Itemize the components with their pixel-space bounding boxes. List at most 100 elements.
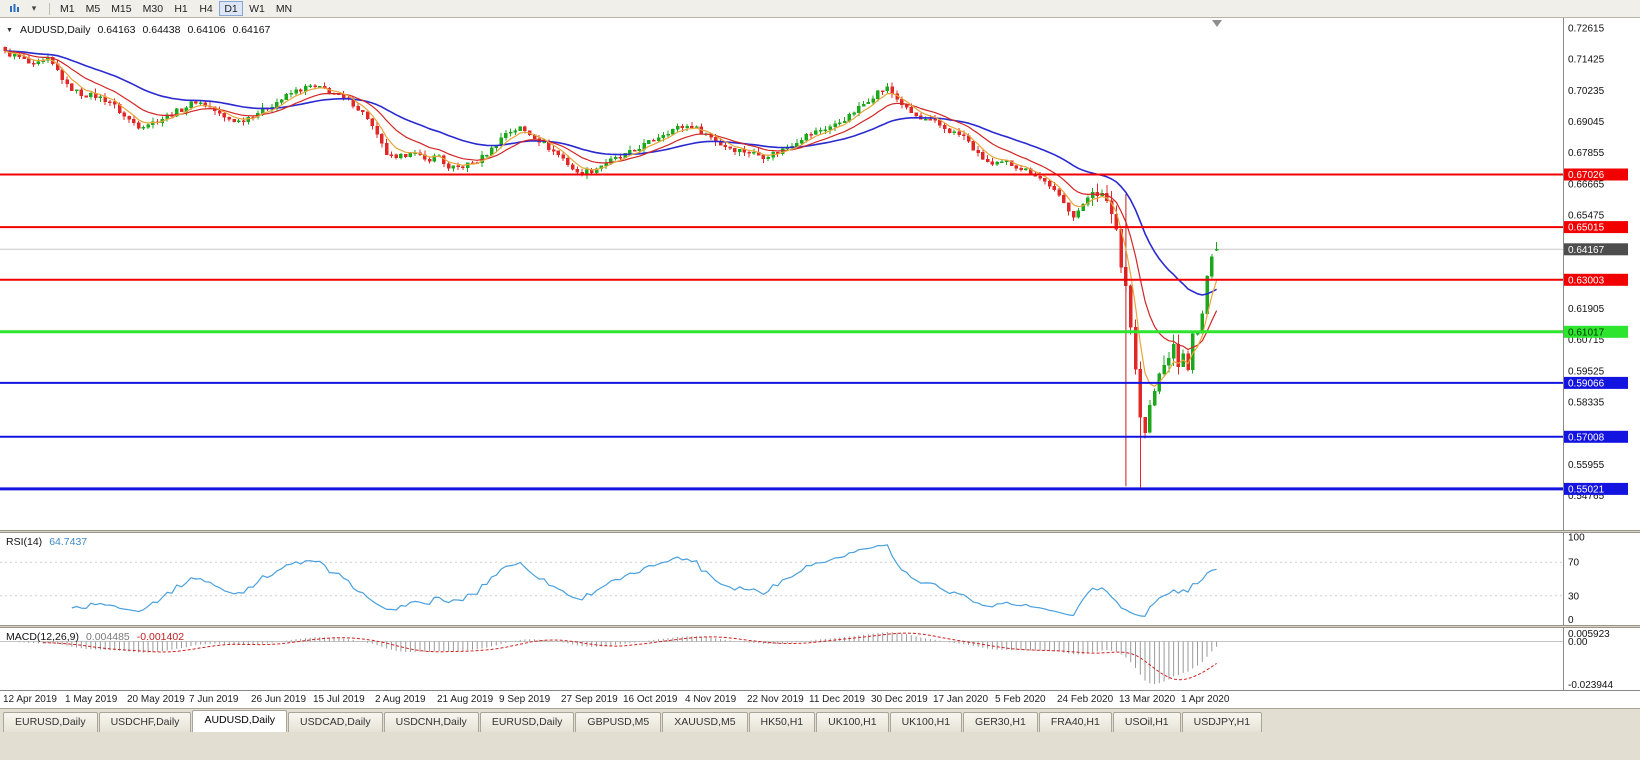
- chart-tab-eurusd-daily[interactable]: EURUSD,Daily: [479, 712, 575, 732]
- timeframe-button-m30[interactable]: M30: [142, 3, 164, 15]
- candle-body: [914, 112, 918, 116]
- chart-tab-xauusd-m5[interactable]: XAUUSD,M5: [662, 712, 748, 732]
- moving-average-line-34: [4, 50, 1217, 296]
- candle-body: [399, 154, 403, 159]
- candle-body: [661, 135, 666, 139]
- candle-body: [146, 124, 150, 128]
- candle-body: [561, 154, 565, 159]
- candle-body: [446, 163, 451, 169]
- candle-body: [823, 129, 828, 131]
- candle-body: [866, 101, 871, 105]
- chart-tab-usdcad-daily[interactable]: USDCAD,Daily: [288, 712, 383, 732]
- timeframe-button-mn[interactable]: MN: [275, 3, 293, 15]
- candle-body: [942, 124, 947, 130]
- date-axis-label: 7 Jun 2019: [189, 694, 239, 705]
- candle-body: [217, 110, 222, 114]
- candle-body: [132, 118, 136, 123]
- chart-tab-usdjpy-h1[interactable]: USDJPY,H1: [1181, 712, 1263, 732]
- candle-body: [804, 133, 809, 141]
- candle-body: [861, 103, 866, 107]
- timeframe-button-m5[interactable]: M5: [85, 3, 101, 15]
- date-axis-label: 1 May 2019: [65, 694, 118, 705]
- rsi-line: [71, 544, 1217, 617]
- date-axis-label: 15 Jul 2019: [313, 694, 365, 705]
- ohlc-close: 0.64167: [232, 24, 271, 36]
- price-tick-label: 0.69045: [1568, 117, 1605, 128]
- candle-body: [303, 86, 308, 92]
- chart-icon[interactable]: [4, 1, 24, 16]
- rsi-value: 64.7437: [49, 536, 88, 548]
- timeframe-button-m15[interactable]: M15: [111, 3, 132, 15]
- chart-tab-uk100-h1[interactable]: UK100,H1: [889, 712, 963, 732]
- candle-body: [1066, 202, 1071, 212]
- candle-body: [408, 153, 413, 157]
- candle-body: [1019, 168, 1023, 170]
- candle-body: [232, 119, 236, 123]
- chart-tab-audusd-daily[interactable]: AUDUSD,Daily: [192, 710, 288, 732]
- date-axis-label: 22 Nov 2019: [747, 694, 804, 705]
- candle-body: [1171, 343, 1176, 359]
- price-level-badge: [1564, 273, 1628, 286]
- timeframe-button-w1[interactable]: W1: [249, 3, 265, 15]
- chart-ohlc-header: ▼ AUDUSD,Daily 0.64163 0.64438 0.64106 0…: [6, 24, 270, 36]
- date-axis[interactable]: 12 Apr 2019 1 May 2019 20 May 2019 7 Jun 20…: [0, 690, 1640, 708]
- chart-tab-usdchf-daily[interactable]: USDCHF,Daily: [98, 712, 192, 732]
- price-tick-label: 0.66665: [1568, 179, 1605, 190]
- candle-body: [880, 90, 885, 93]
- dropdown-caret-icon[interactable]: ▾: [24, 1, 44, 16]
- main-chart-area[interactable]: 0.72615 0.71425 0.70235 0.69045 0.67855 0.666…: [0, 18, 1640, 530]
- candle-body: [65, 79, 69, 85]
- candle-body: [1052, 186, 1057, 190]
- chart-tab-gbpusd-m5[interactable]: GBPUSD,M5: [575, 712, 662, 732]
- candle-body: [566, 157, 570, 165]
- price-tick-label: 0.59525: [1568, 366, 1605, 377]
- candle-body: [609, 158, 613, 164]
- panel-splitter[interactable]: [0, 625, 1640, 628]
- chart-tab-eurusd-daily[interactable]: EURUSD,Daily: [3, 712, 98, 732]
- candle-body: [284, 94, 289, 100]
- candle-body: [127, 115, 131, 120]
- date-axis-label: 11 Dec 2019: [809, 694, 865, 705]
- candle-body: [680, 125, 685, 129]
- main-chart-canvas[interactable]: 0.72615 0.71425 0.70235 0.69045 0.67855 0.666…: [0, 18, 1640, 530]
- candle-body: [313, 85, 317, 88]
- price-axis-drag-area[interactable]: [1563, 18, 1640, 530]
- candle-body: [1014, 165, 1018, 169]
- rsi-axis-label: 0: [1568, 615, 1574, 625]
- timeframe-button-h4[interactable]: H4: [199, 3, 213, 15]
- chart-tab-fra40-h1[interactable]: FRA40,H1: [1038, 712, 1112, 732]
- chart-tab-usoil-h1[interactable]: USOil,H1: [1112, 712, 1181, 732]
- macd-name: MACD(12,26,9): [6, 631, 79, 643]
- timeframe-button-d1[interactable]: D1: [219, 1, 244, 16]
- candle-body: [818, 130, 823, 132]
- symbol-marker-icon: ▼: [6, 26, 13, 34]
- candle-body: [74, 89, 79, 91]
- macd-axis-label: 0.00: [1568, 637, 1588, 648]
- price-tick-label: 0.67855: [1568, 148, 1605, 159]
- macd-panel[interactable]: 0.005923 0.00 -0.023944 MACD(12,26,9) 0.00…: [0, 628, 1640, 690]
- candle-body: [747, 152, 751, 154]
- chart-tab-ger30-h1[interactable]: GER30,H1: [963, 712, 1038, 732]
- candle-body: [962, 134, 966, 137]
- chart-tab-usdcnh-daily[interactable]: USDCNH,Daily: [383, 712, 479, 732]
- price-level-badge: [1564, 221, 1628, 234]
- price-level-badge-label: 0.59066: [1568, 378, 1605, 389]
- status-strip: [0, 732, 1640, 760]
- chart-tab-uk100-h1[interactable]: UK100,H1: [816, 712, 889, 732]
- rsi-panel[interactable]: 100 70 30 0 RSI(14) 64.7437: [0, 533, 1640, 625]
- price-tick-label: 0.55955: [1568, 460, 1605, 471]
- date-axis-label: 13 Mar 2020: [1119, 694, 1176, 705]
- timeframe-button-h1[interactable]: H1: [174, 3, 188, 15]
- panel-splitter[interactable]: [0, 530, 1640, 533]
- candle-body: [651, 140, 656, 142]
- candle-body: [1076, 210, 1081, 218]
- price-tick-label: 0.60715: [1568, 335, 1605, 346]
- timeframe-button-m1[interactable]: M1: [60, 3, 75, 15]
- candle-body: [1133, 326, 1138, 370]
- date-axis-label: 24 Feb 2020: [1057, 694, 1114, 705]
- candle-body: [628, 149, 632, 154]
- candle-body: [647, 140, 651, 144]
- candle-body: [618, 157, 623, 159]
- date-axis-label: 5 Feb 2020: [995, 694, 1046, 705]
- chart-tab-hk50-h1[interactable]: HK50,H1: [748, 712, 816, 732]
